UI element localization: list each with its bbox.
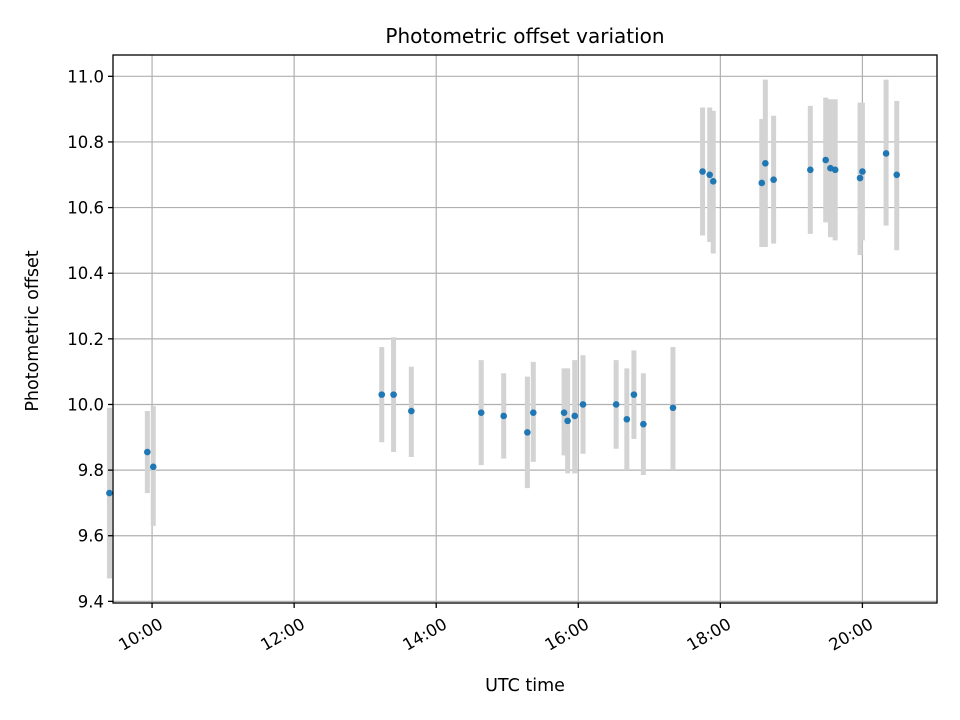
x-axis-label: UTC time: [485, 676, 565, 696]
y-tick-label: 10.8: [67, 133, 104, 152]
data-point: [856, 174, 864, 182]
y-tick-label: 9.4: [78, 592, 104, 611]
data-point: [699, 168, 706, 175]
data-point: [560, 409, 568, 416]
data-point: [822, 156, 830, 164]
data-points: [106, 150, 901, 497]
data-point: [623, 415, 631, 423]
y-tick-label: 9.8: [78, 461, 104, 480]
data-point: [630, 391, 638, 398]
data-point: [762, 159, 769, 167]
data-point: [859, 168, 866, 175]
data-point: [758, 179, 766, 187]
data-point: [408, 407, 415, 415]
data-point: [706, 171, 713, 179]
data-point: [378, 391, 386, 398]
data-point: [571, 412, 579, 420]
data-point: [770, 176, 777, 183]
data-point: [106, 489, 113, 497]
data-point: [524, 429, 531, 436]
data-point: [390, 391, 397, 398]
data-point: [564, 417, 571, 425]
data-point: [709, 178, 717, 185]
data-point: [579, 401, 587, 408]
y-tick-label: 10.4: [67, 264, 104, 283]
data-point: [500, 412, 507, 420]
data-point: [669, 404, 677, 412]
data-point: [893, 171, 901, 179]
y-axis-label: Photometric offset: [23, 250, 43, 411]
data-point: [831, 166, 839, 174]
y-tick-label: 10.6: [67, 199, 104, 218]
data-point: [144, 448, 151, 456]
y-tick-label: 10.0: [67, 395, 104, 414]
data-point: [882, 150, 890, 157]
y-tick-label: 10.2: [67, 330, 104, 349]
y-tick-label: 9.6: [78, 527, 104, 546]
plot-frame: [112, 54, 938, 604]
chart-title: Photometric offset variation: [385, 24, 664, 48]
data-point: [640, 420, 647, 428]
data-point: [477, 409, 485, 416]
data-point: [807, 166, 814, 174]
data-point: [149, 463, 157, 471]
data-point: [529, 409, 537, 416]
data-point: [612, 401, 620, 408]
y-tick-label: 11.0: [67, 67, 104, 86]
